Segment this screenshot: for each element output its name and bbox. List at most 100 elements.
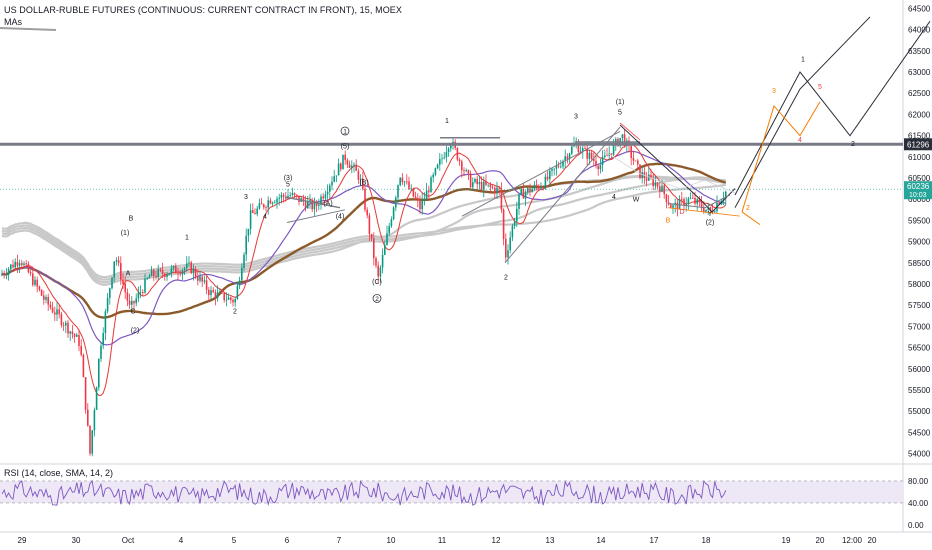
candle-body (366, 209, 368, 216)
candle-body (388, 226, 390, 234)
candle-body (502, 209, 505, 239)
candle-body (65, 322, 67, 326)
candle-body (522, 189, 525, 199)
candle-body (529, 188, 531, 193)
candle-body (128, 300, 131, 305)
candle-body (201, 276, 203, 282)
time-axis[interactable]: 29 30 Oct 4 5 6 7 10 11 12 13 14 17 18 19 20 12:00 20 (18, 536, 877, 545)
candle-body (326, 191, 329, 195)
candle-body (333, 176, 335, 182)
wave-label: 2 (375, 296, 379, 303)
candle-body (432, 174, 434, 178)
candle-body (146, 278, 148, 280)
candle-body (568, 153, 571, 160)
purple-moving-average (1, 150, 726, 346)
candle-body (397, 185, 399, 198)
wave-label: 2 (851, 141, 855, 148)
candle-body (555, 165, 558, 169)
circled-wave-marker (372, 294, 382, 303)
candle-body (95, 387, 98, 410)
time-tick-label: Oct (122, 536, 135, 545)
price-tick-label: 59000 (908, 238, 931, 247)
candle-body (434, 168, 437, 175)
candle-body (214, 292, 217, 299)
candle-body (436, 164, 439, 169)
wave-label: (2) (706, 220, 715, 227)
time-tick-label: 20 (868, 536, 877, 545)
candle-body (67, 322, 69, 334)
price-tick-label: 57000 (908, 322, 931, 331)
time-tick-label: 5 (232, 536, 237, 545)
candle-body (474, 179, 476, 183)
candle-body (386, 233, 388, 245)
candle-body (82, 354, 85, 378)
trend-line (286, 209, 346, 224)
candle-body (340, 163, 342, 170)
candle-body (181, 270, 184, 275)
candle-body (260, 203, 263, 205)
candle-body (274, 202, 276, 204)
wave-drawings (0, 16, 931, 264)
time-tick-label: 6 (285, 536, 290, 545)
projection-orange (741, 101, 821, 213)
current-price-tag (904, 181, 932, 200)
candle-body (304, 201, 307, 209)
candle-body (315, 202, 318, 206)
candle-body (351, 165, 353, 168)
candle-body (203, 280, 206, 282)
candle-body (496, 187, 498, 194)
time-tick-label: 20 (816, 536, 825, 545)
candle-body (16, 261, 19, 266)
wave-line (667, 207, 741, 217)
candle-body (641, 172, 643, 179)
projection-orange (741, 211, 761, 226)
wave-label: 1 (343, 129, 347, 136)
candle-body (373, 238, 375, 259)
candle-body (423, 198, 426, 200)
candle-body (190, 262, 192, 274)
candle-body (282, 194, 285, 197)
projection-channel (734, 16, 871, 208)
candle-body (439, 159, 441, 165)
price-tick-label: 54000 (908, 450, 931, 459)
candle-body (531, 188, 533, 193)
candle-body (76, 334, 78, 337)
wave-label: 3 (574, 114, 578, 121)
rsi-label[interactable]: RSI (14, close, SMA, 14, 2) (4, 468, 114, 478)
time-tick-label: 4 (179, 536, 184, 545)
candle-body (410, 188, 412, 190)
candle-body (553, 168, 555, 170)
candle-body (280, 194, 283, 198)
price-axis[interactable]: 54000 54500 55000 55500 56000 56500 57000 57500… (908, 4, 931, 529)
candle-body (597, 165, 599, 170)
indicator-label[interactable]: MAs (4, 17, 22, 27)
candle-body (216, 292, 219, 299)
wave-label: 5 (818, 84, 822, 91)
candle-body (588, 152, 591, 159)
wave-line (619, 122, 641, 141)
candle-body (582, 148, 584, 152)
candle-body (577, 143, 580, 153)
candle-body (135, 298, 137, 304)
candle-body (500, 188, 503, 210)
candle-body (1, 273, 3, 276)
candle-body (346, 160, 349, 165)
candle-body (676, 202, 679, 210)
price-tick-label: 59500 (908, 216, 931, 225)
price-tick-label: 60000 (908, 195, 931, 204)
candle-body (441, 158, 443, 160)
candle-body (131, 300, 133, 305)
candle-body (192, 268, 195, 274)
candle-body (520, 189, 522, 195)
candle-body (45, 297, 47, 300)
candle-body (430, 177, 432, 193)
candle-body (335, 175, 338, 177)
candle-body (368, 215, 371, 234)
candle-body (381, 254, 384, 268)
candle-body (458, 159, 461, 162)
wave-label: 2 (233, 309, 237, 316)
candle-body (491, 187, 494, 188)
wave-label: (2) (131, 328, 140, 335)
price-tick-label: 58500 (908, 259, 931, 268)
